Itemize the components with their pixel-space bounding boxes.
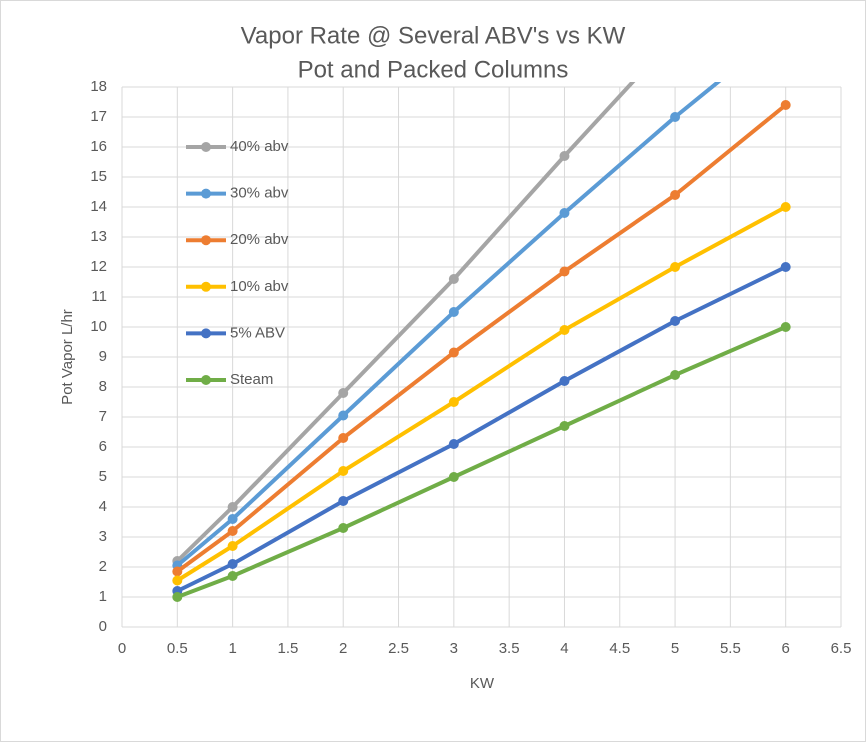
x-tick-label: 0.5 bbox=[167, 640, 188, 657]
legend-label: 30% abv bbox=[230, 185, 289, 202]
data-point bbox=[670, 370, 681, 380]
data-point bbox=[448, 397, 459, 407]
y-tick-label: 15 bbox=[90, 168, 107, 185]
y-axis-label: Pot Vapor L/hr bbox=[59, 309, 76, 405]
legend-marker bbox=[201, 142, 211, 152]
x-tick-label: 2 bbox=[339, 640, 347, 657]
data-point bbox=[338, 496, 349, 506]
chart-title: Vapor Rate @ Several ABV's vs KW bbox=[241, 22, 626, 49]
legend-label: 10% abv bbox=[230, 278, 289, 295]
legend-label: 40% abv bbox=[230, 138, 289, 155]
legend-label: 20% abv bbox=[230, 231, 289, 248]
data-point bbox=[559, 325, 570, 335]
data-point bbox=[448, 274, 459, 284]
data-point bbox=[338, 433, 349, 443]
y-tick-label: 1 bbox=[99, 588, 107, 605]
y-tick-label: 8 bbox=[99, 378, 107, 395]
data-point bbox=[172, 566, 183, 577]
x-tick-label: 4 bbox=[560, 640, 568, 657]
data-point bbox=[780, 322, 791, 332]
data-point bbox=[227, 526, 238, 536]
data-point bbox=[780, 100, 791, 110]
data-point bbox=[559, 266, 570, 277]
legend-marker bbox=[201, 281, 211, 292]
y-tick-label: 18 bbox=[90, 78, 107, 95]
data-point bbox=[448, 307, 459, 317]
x-tick-label: 0 bbox=[118, 640, 126, 657]
chart-subtitle: Pot and Packed Columns bbox=[298, 56, 569, 83]
y-tick-label: 2 bbox=[99, 558, 107, 575]
data-point bbox=[227, 559, 238, 569]
y-tick-label: 6 bbox=[99, 438, 107, 455]
y-tick-label: 13 bbox=[90, 228, 107, 245]
y-tick-label: 10 bbox=[90, 318, 107, 335]
data-point bbox=[338, 388, 349, 398]
data-point bbox=[448, 347, 459, 358]
data-point bbox=[227, 502, 238, 512]
legend-label: Steam bbox=[230, 371, 273, 388]
x-tick-label: 6.5 bbox=[831, 640, 852, 657]
data-point bbox=[559, 376, 570, 386]
y-tick-label: 3 bbox=[99, 528, 107, 545]
data-point bbox=[227, 541, 238, 551]
x-tick-label: 3 bbox=[450, 640, 458, 657]
y-tick-label: 17 bbox=[90, 108, 107, 125]
y-tick-label: 14 bbox=[90, 198, 107, 215]
data-point bbox=[559, 421, 570, 431]
legend-marker bbox=[201, 328, 211, 339]
y-tick-label: 16 bbox=[90, 138, 107, 155]
y-tick-label: 12 bbox=[90, 258, 107, 275]
data-point bbox=[227, 514, 238, 524]
legend-marker bbox=[201, 375, 211, 385]
data-point bbox=[172, 575, 183, 586]
y-tick-label: 5 bbox=[99, 468, 107, 485]
y-tick-label: 9 bbox=[99, 348, 107, 365]
data-point bbox=[780, 262, 791, 272]
data-point bbox=[670, 316, 681, 326]
legend-marker bbox=[201, 188, 211, 199]
x-axis-label: KW bbox=[470, 675, 495, 692]
x-tick-label: 2.5 bbox=[388, 640, 409, 657]
data-point bbox=[670, 112, 681, 122]
data-point bbox=[670, 190, 681, 200]
data-point bbox=[780, 202, 791, 212]
data-point bbox=[338, 410, 349, 421]
y-tick-label: 0 bbox=[99, 618, 107, 635]
x-tick-label: 1.5 bbox=[277, 640, 298, 657]
legend-label: 5% ABV bbox=[230, 324, 285, 341]
x-tick-label: 6 bbox=[782, 640, 790, 657]
legend-marker bbox=[201, 235, 211, 246]
data-point bbox=[172, 592, 183, 602]
plot-area bbox=[172, 82, 791, 602]
x-tick-label: 5.5 bbox=[720, 640, 741, 657]
y-tick-label: 7 bbox=[99, 408, 107, 425]
y-tick-label: 11 bbox=[91, 288, 107, 305]
x-tick-label: 1 bbox=[228, 640, 236, 657]
data-point bbox=[559, 208, 570, 218]
data-point bbox=[227, 571, 238, 581]
data-point bbox=[338, 466, 349, 476]
x-tick-label: 4.5 bbox=[609, 640, 630, 657]
x-tick-label: 5 bbox=[671, 640, 679, 657]
x-tick-label: 3.5 bbox=[499, 640, 520, 657]
data-point bbox=[448, 472, 459, 482]
data-point bbox=[559, 151, 570, 161]
y-tick-label: 4 bbox=[99, 498, 107, 515]
legend: 40% abv 30% abv 20% abv 10% abv 5% ABV Steam bbox=[186, 138, 289, 388]
data-point bbox=[670, 262, 681, 272]
data-point bbox=[448, 439, 459, 449]
data-point bbox=[338, 523, 349, 533]
